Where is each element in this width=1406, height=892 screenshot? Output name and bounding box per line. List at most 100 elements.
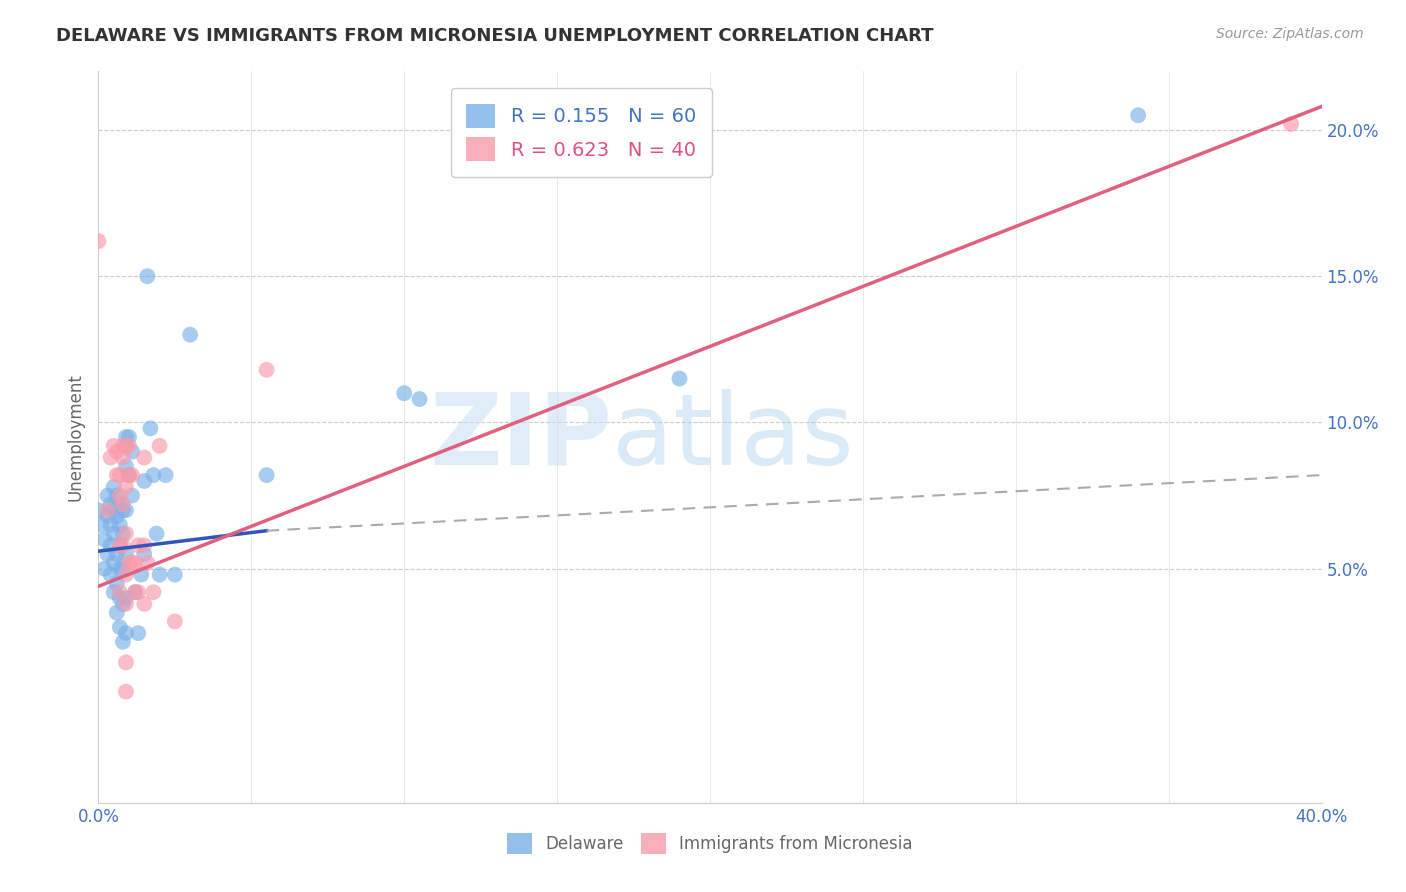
Point xyxy=(127,538,149,552)
Point xyxy=(115,480,138,494)
Point xyxy=(134,597,156,611)
Point xyxy=(111,538,134,552)
Point xyxy=(103,585,125,599)
Point xyxy=(111,503,134,517)
Point xyxy=(115,626,138,640)
Point xyxy=(127,585,149,599)
Point xyxy=(108,591,131,605)
Point xyxy=(256,363,278,377)
Point xyxy=(134,450,156,465)
Point xyxy=(136,556,159,570)
Point xyxy=(108,468,131,483)
Point xyxy=(118,468,141,483)
Point xyxy=(87,234,110,248)
Point xyxy=(124,556,146,570)
Point xyxy=(121,489,143,503)
Legend: Delaware, Immigrants from Micronesia: Delaware, Immigrants from Micronesia xyxy=(501,827,920,860)
Point xyxy=(163,615,186,629)
Point xyxy=(111,497,134,511)
Point xyxy=(108,489,131,503)
Point xyxy=(100,450,122,465)
Point xyxy=(118,439,141,453)
Point xyxy=(100,538,122,552)
Point xyxy=(1279,117,1302,131)
Point xyxy=(118,468,141,483)
Point xyxy=(142,585,165,599)
Point xyxy=(105,509,128,524)
Point xyxy=(115,526,138,541)
Text: DELAWARE VS IMMIGRANTS FROM MICRONESIA UNEMPLOYMENT CORRELATION CHART: DELAWARE VS IMMIGRANTS FROM MICRONESIA U… xyxy=(56,27,934,45)
Point xyxy=(108,538,131,552)
Point xyxy=(108,538,131,552)
Point xyxy=(115,591,138,605)
Point xyxy=(111,450,134,465)
Point xyxy=(121,556,143,570)
Point xyxy=(108,585,131,599)
Point xyxy=(668,117,690,131)
Point xyxy=(115,684,138,698)
Point xyxy=(108,562,131,576)
Point xyxy=(118,556,141,570)
Point xyxy=(97,489,120,503)
Point xyxy=(105,489,128,503)
Point xyxy=(115,656,138,670)
Text: atlas: atlas xyxy=(612,389,853,485)
Point xyxy=(103,503,125,517)
Point xyxy=(149,439,172,453)
Point xyxy=(111,635,134,649)
Point xyxy=(111,439,134,453)
Point xyxy=(115,430,138,444)
Point xyxy=(121,468,143,483)
Point xyxy=(155,468,177,483)
Point xyxy=(149,567,172,582)
Point xyxy=(129,567,152,582)
Point xyxy=(97,547,120,561)
Point xyxy=(111,562,134,576)
Point xyxy=(179,327,201,342)
Point xyxy=(93,562,115,576)
Point xyxy=(93,533,115,547)
Point xyxy=(124,585,146,599)
Point xyxy=(139,421,162,435)
Point xyxy=(108,517,131,532)
Point xyxy=(100,517,122,532)
Point xyxy=(1128,108,1150,122)
Point xyxy=(87,503,110,517)
Text: ZIP: ZIP xyxy=(429,389,612,485)
Point xyxy=(97,503,120,517)
Point xyxy=(111,597,134,611)
Point xyxy=(118,430,141,444)
Point xyxy=(408,392,430,406)
Point xyxy=(115,547,138,561)
Point xyxy=(90,517,112,532)
Point xyxy=(103,556,125,570)
Point xyxy=(103,526,125,541)
Point xyxy=(115,567,138,582)
Point xyxy=(136,269,159,284)
Point xyxy=(142,468,165,483)
Point xyxy=(97,509,120,524)
Point xyxy=(103,480,125,494)
Point xyxy=(127,626,149,640)
Point xyxy=(115,439,138,453)
Point xyxy=(121,444,143,458)
Point xyxy=(134,474,156,488)
Point xyxy=(115,459,138,474)
Y-axis label: Unemployment: Unemployment xyxy=(66,373,84,501)
Point xyxy=(145,526,167,541)
Point xyxy=(134,547,156,561)
Point xyxy=(105,468,128,483)
Point xyxy=(115,503,138,517)
Point xyxy=(100,567,122,582)
Point xyxy=(256,468,278,483)
Point xyxy=(111,526,134,541)
Point xyxy=(124,585,146,599)
Point xyxy=(100,497,122,511)
Point xyxy=(108,497,131,511)
Point xyxy=(134,538,156,552)
Point xyxy=(163,567,186,582)
Point xyxy=(103,439,125,453)
Point xyxy=(392,386,416,401)
Point xyxy=(668,371,690,385)
Point xyxy=(105,444,128,458)
